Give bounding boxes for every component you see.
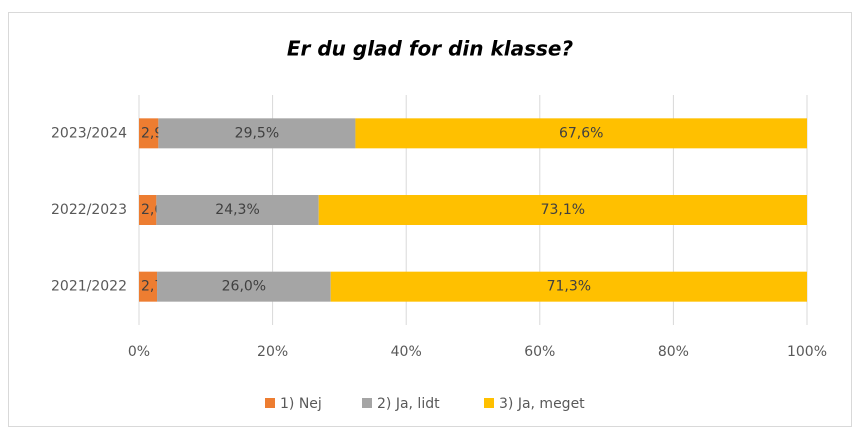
x-tick-label: 60% bbox=[524, 344, 555, 360]
bar-segment bbox=[139, 271, 158, 302]
value-label: 71,3% bbox=[547, 279, 591, 295]
legend-label: 1) Nej bbox=[280, 396, 322, 412]
bar-segment bbox=[139, 118, 159, 149]
bar-segment bbox=[156, 195, 319, 225]
value-label: 67,6% bbox=[559, 125, 603, 141]
x-tick-label: 20% bbox=[257, 344, 288, 360]
chart-title: Er du glad for din klasse? bbox=[287, 37, 574, 61]
y-tick-label: 2023/2024 bbox=[51, 125, 127, 141]
legend-swatch bbox=[362, 398, 372, 408]
bar-segment bbox=[318, 195, 807, 225]
x-tick-label: 80% bbox=[658, 344, 689, 360]
x-tick-label: 100% bbox=[787, 344, 827, 360]
value-label: 73,1% bbox=[541, 202, 585, 218]
bar-segment bbox=[158, 118, 356, 149]
legend-label: 3) Ja, meget bbox=[499, 396, 585, 412]
x-tick-label: 40% bbox=[391, 344, 422, 360]
bar-segment bbox=[330, 271, 807, 302]
bar-segment bbox=[355, 118, 807, 149]
y-tick-label: 2022/2023 bbox=[51, 202, 127, 218]
legend-swatch bbox=[265, 398, 275, 408]
legend-label: 2) Ja, lidt bbox=[377, 396, 440, 412]
value-label: 24,3% bbox=[215, 202, 259, 218]
x-tick-label: 0% bbox=[128, 344, 150, 360]
bar-segment bbox=[139, 195, 157, 225]
value-label: 26,0% bbox=[222, 279, 266, 295]
value-label: 29,5% bbox=[235, 125, 279, 141]
y-tick-label: 2021/2022 bbox=[51, 279, 127, 295]
bar-segment bbox=[157, 271, 331, 302]
legend-swatch bbox=[484, 398, 494, 408]
